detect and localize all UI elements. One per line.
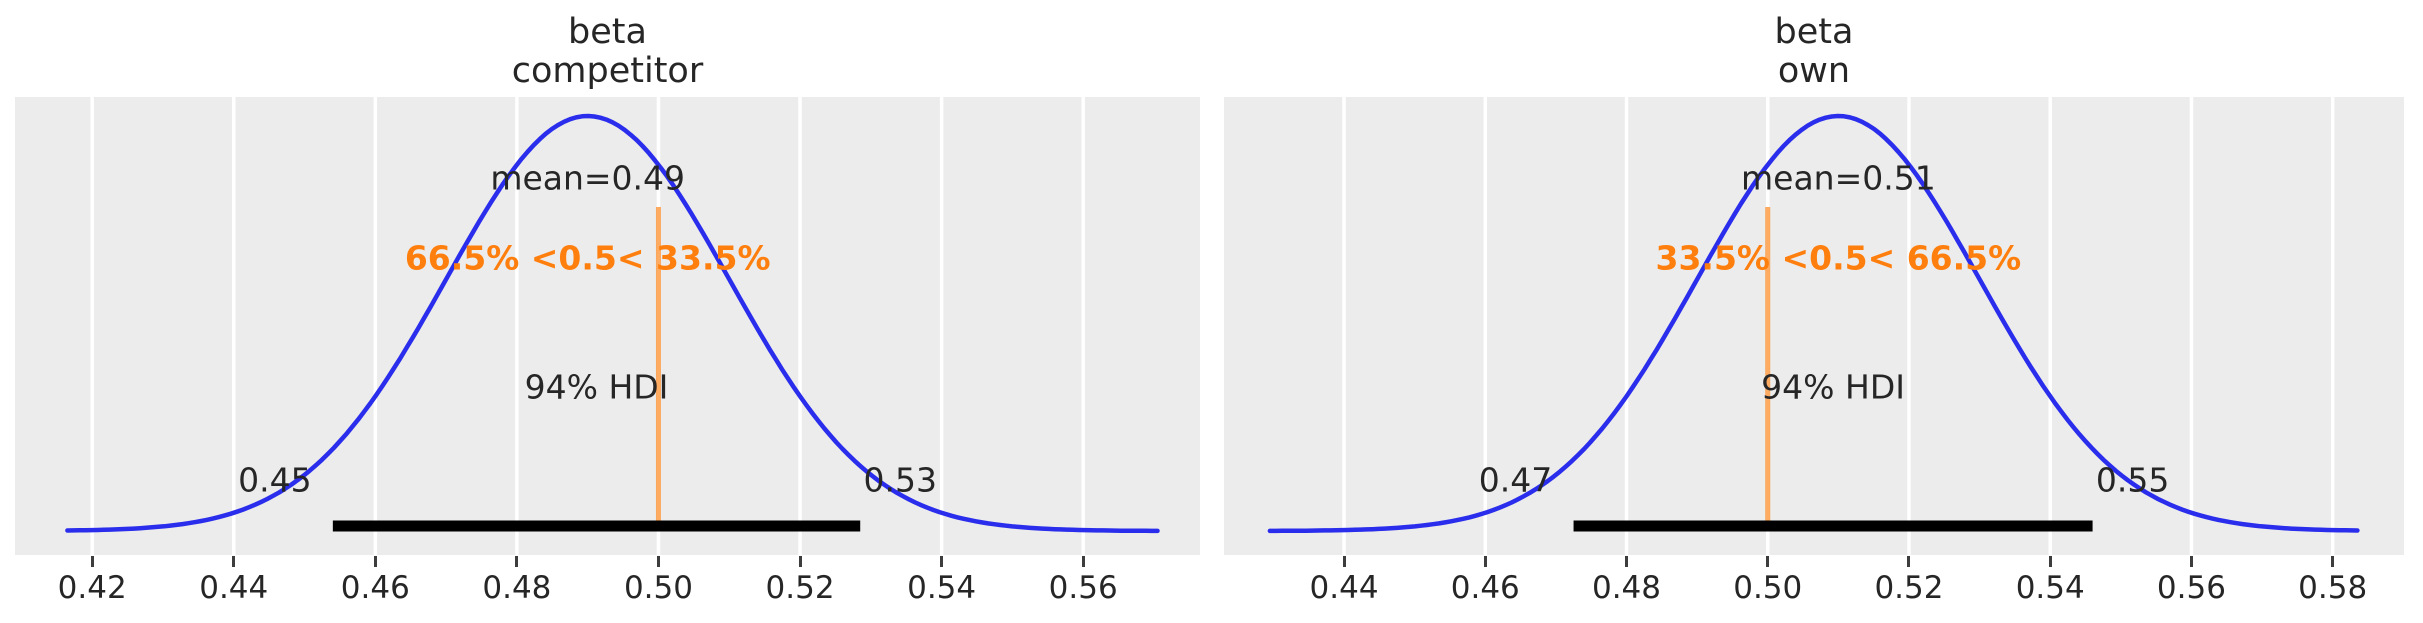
x-tick	[90, 556, 94, 567]
x-tick	[940, 556, 944, 567]
x-tick-label: 0.44	[199, 570, 269, 606]
subplot-beta-own: beta own mean=0.51 33.5% <0.5< 66.5% 94%…	[1224, 0, 2404, 623]
plot-area: mean=0.51 33.5% <0.5< 66.5% 94% HDI 0.47…	[1224, 97, 2404, 555]
x-tick	[515, 556, 519, 567]
title-line-2: competitor	[511, 51, 704, 91]
mean-label: mean=0.51	[1741, 158, 1936, 198]
mean-label: mean=0.49	[490, 158, 686, 198]
kde-plot	[1267, 97, 2360, 555]
plot-area: mean=0.49 66.5% <0.5< 33.5% 94% HDI 0.45…	[15, 97, 1200, 555]
x-tick	[373, 556, 377, 567]
x-tick-label: 0.44	[1309, 570, 1379, 606]
title-line-2: own	[1777, 51, 1851, 91]
x-tick	[1342, 556, 1346, 567]
x-axis: 0.44 0.46 0.48 0.50 0.52 0.54 0.56 0.58	[1224, 555, 2404, 623]
x-tick	[1483, 556, 1487, 567]
x-tick	[2189, 556, 2193, 567]
x-tick	[1625, 556, 1628, 567]
x-tick-label: 0.50	[1733, 570, 1803, 606]
x-tick-label: 0.46	[340, 570, 410, 606]
hdi-upper-label: 0.53	[863, 460, 937, 500]
x-tick-label: 0.56	[2156, 570, 2226, 606]
hdi-upper-label: 0.55	[2095, 460, 2170, 500]
kde-curve	[1267, 113, 2360, 534]
x-tick-label: 0.58	[2298, 570, 2368, 606]
x-tick	[2048, 556, 2052, 567]
title-line-1: beta	[1774, 12, 1854, 52]
x-tick-label: 0.48	[1591, 570, 1662, 606]
kde-curve	[65, 113, 1160, 534]
subplot-title: beta own	[1224, 13, 2404, 91]
x-tick	[232, 556, 236, 567]
subplot-beta-competitor: beta competitor mean=0.49 66.5% <0.5< 33…	[15, 0, 1200, 623]
x-tick-label: 0.54	[907, 570, 977, 606]
x-tick	[2331, 556, 2335, 567]
x-tick-label: 0.56	[1048, 570, 1118, 606]
x-tick	[798, 556, 802, 567]
ref-val-label: 66.5% <0.5< 33.5%	[404, 238, 771, 278]
x-tick-label: 0.52	[1874, 570, 1944, 606]
hdi-label: 94% HDI	[524, 367, 669, 407]
x-tick	[1081, 556, 1085, 567]
x-tick-label: 0.42	[57, 570, 127, 606]
x-tick-label: 0.54	[2015, 570, 2085, 606]
x-tick-label: 0.46	[1450, 570, 1520, 606]
kde-plot	[65, 97, 1160, 555]
ref-val-label: 33.5% <0.5< 66.5%	[1655, 238, 2022, 278]
hdi-lower-label: 0.47	[1478, 460, 1553, 500]
x-tick-label: 0.50	[623, 570, 693, 606]
x-tick	[1766, 556, 1770, 567]
x-tick-label: 0.52	[765, 570, 835, 606]
title-line-1: beta	[568, 12, 647, 52]
subplot-title: beta competitor	[15, 13, 1200, 91]
hdi-label: 94% HDI	[1761, 367, 1905, 407]
x-axis: 0.42 0.44 0.46 0.48 0.50 0.52 0.54 0.56	[15, 555, 1200, 623]
x-tick	[1907, 556, 1911, 567]
x-tick-label: 0.48	[482, 570, 552, 606]
hdi-lower-label: 0.45	[238, 460, 312, 500]
x-tick	[656, 556, 660, 567]
